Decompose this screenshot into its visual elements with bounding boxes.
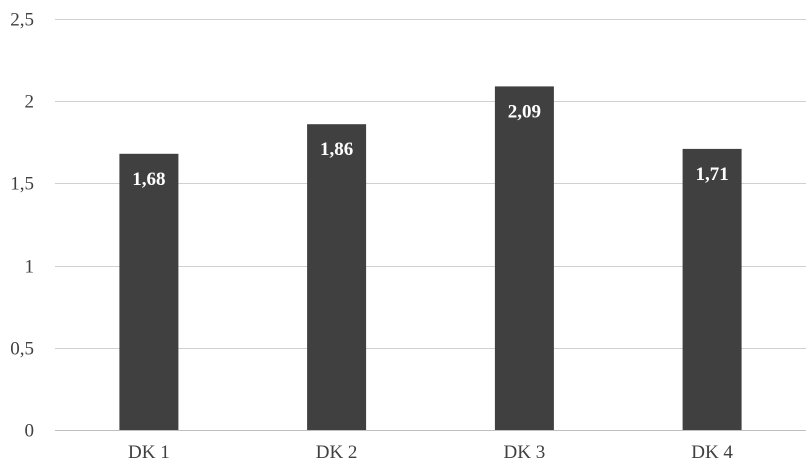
x-category-label: DK 3	[504, 442, 546, 463]
grid-lines	[55, 19, 806, 431]
y-axis-tick-labels: 0 0,5 1 1,5 2 2,5	[10, 10, 34, 442]
x-category-label: DK 1	[128, 442, 170, 463]
bar	[494, 86, 554, 431]
y-tick-label: 0	[25, 421, 35, 442]
bar-value-label: 1,71	[695, 164, 728, 185]
y-tick-label: 0,5	[10, 339, 34, 360]
bar	[307, 124, 367, 430]
x-axis-category-labels: DK 1 DK 2 DK 3 DK 4	[128, 442, 733, 463]
bar	[119, 153, 179, 431]
x-category-label: DK 2	[316, 442, 358, 463]
y-tick-label: 2	[25, 92, 35, 113]
y-tick-label: 2,5	[10, 10, 34, 31]
y-tick-label: 1,5	[10, 174, 34, 195]
data-labels: 1,68 1,86 2,09 1,71	[132, 101, 728, 189]
bar	[682, 148, 742, 430]
bar-value-label: 2,09	[508, 101, 541, 122]
bar-value-label: 1,68	[132, 169, 165, 190]
bar-value-label: 1,86	[320, 139, 353, 160]
x-category-label: DK 4	[691, 442, 733, 463]
y-tick-label: 1	[25, 257, 35, 278]
bars	[119, 86, 742, 431]
